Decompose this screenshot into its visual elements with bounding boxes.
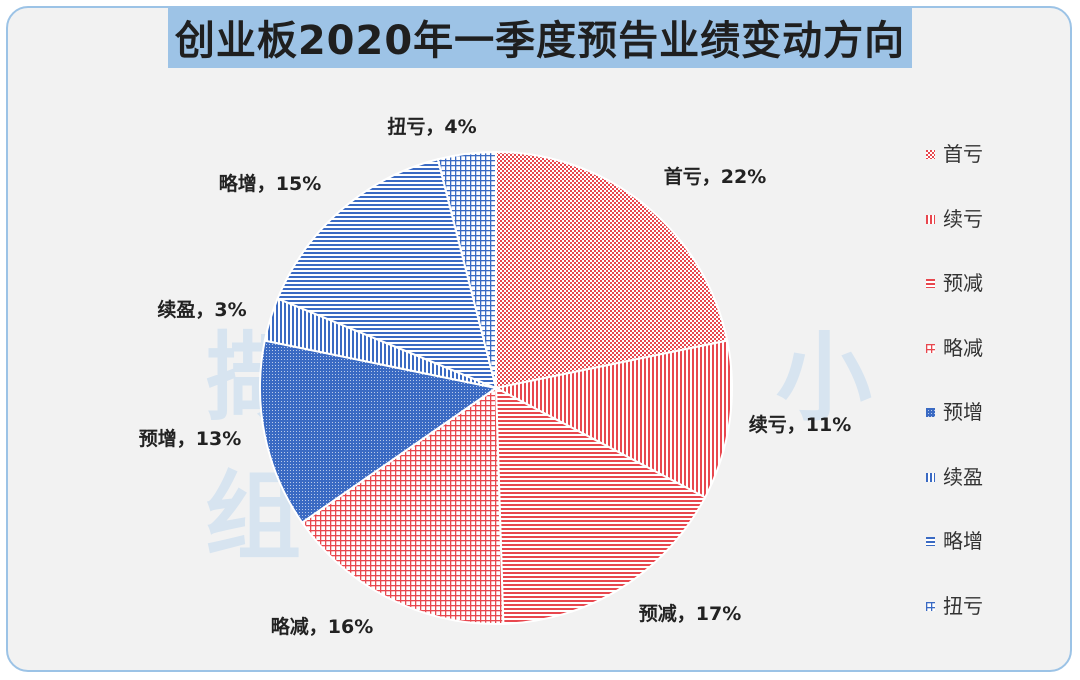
legend-swatch (926, 279, 935, 288)
legend-label: 略增 (943, 529, 983, 553)
pie-slice-4 (300, 386, 505, 625)
legend-label: 预增 (943, 400, 983, 424)
legend-item: 预增 (926, 400, 983, 465)
slice-label-2: 续亏，11% (749, 413, 851, 436)
slice-label-7: 略增，15% (219, 172, 321, 195)
legend-item: 预减 (926, 271, 983, 336)
legend-item: 首亏 (926, 142, 983, 207)
legend-item: 略减 (926, 336, 983, 401)
chart-title-bar: 创业板2020年一季度预告业绩变动方向 (168, 6, 912, 68)
legend-label: 续盈 (943, 464, 983, 489)
slice-label-3: 预减，17% (639, 602, 741, 625)
legend-item: 扭亏 (926, 594, 983, 659)
legend-label: 略减 (943, 335, 983, 360)
legend-item: 续亏 (926, 207, 983, 272)
pie-slice-3 (494, 386, 707, 625)
legend-swatch (926, 214, 935, 224)
legend-swatch (926, 343, 935, 353)
legend-swatch (926, 150, 935, 159)
pie-slice-5 (259, 339, 499, 524)
legend-swatch (926, 408, 935, 417)
pie-slice-1 (495, 150, 729, 390)
slice-label-1: 首亏，22% (664, 165, 766, 188)
legend-item: 略增 (926, 529, 983, 594)
chart-title: 创业板2020年一季度预告业绩变动方向 (174, 18, 906, 64)
legend-label: 扭亏 (943, 593, 983, 618)
legend-swatch (926, 601, 935, 611)
slice-label-5: 预增，13% (139, 427, 241, 450)
pie-slice-8 (436, 150, 497, 389)
slice-label-6: 续盈，3% (157, 298, 246, 321)
slice-label-4: 略减，16% (271, 615, 373, 638)
slice-label-8: 扭亏，4% (387, 115, 476, 138)
pie-slice-7 (276, 158, 498, 390)
legend-label: 预减 (943, 271, 983, 295)
legend-swatch (926, 537, 935, 546)
legend-item: 续盈 (926, 465, 983, 530)
pie-slice-2 (493, 339, 733, 499)
legend-swatch (926, 472, 935, 482)
legend-label: 首亏 (943, 142, 983, 166)
legend: 首亏续亏预减略减预增续盈略增扭亏 (926, 142, 983, 658)
legend-label: 续亏 (943, 206, 983, 231)
